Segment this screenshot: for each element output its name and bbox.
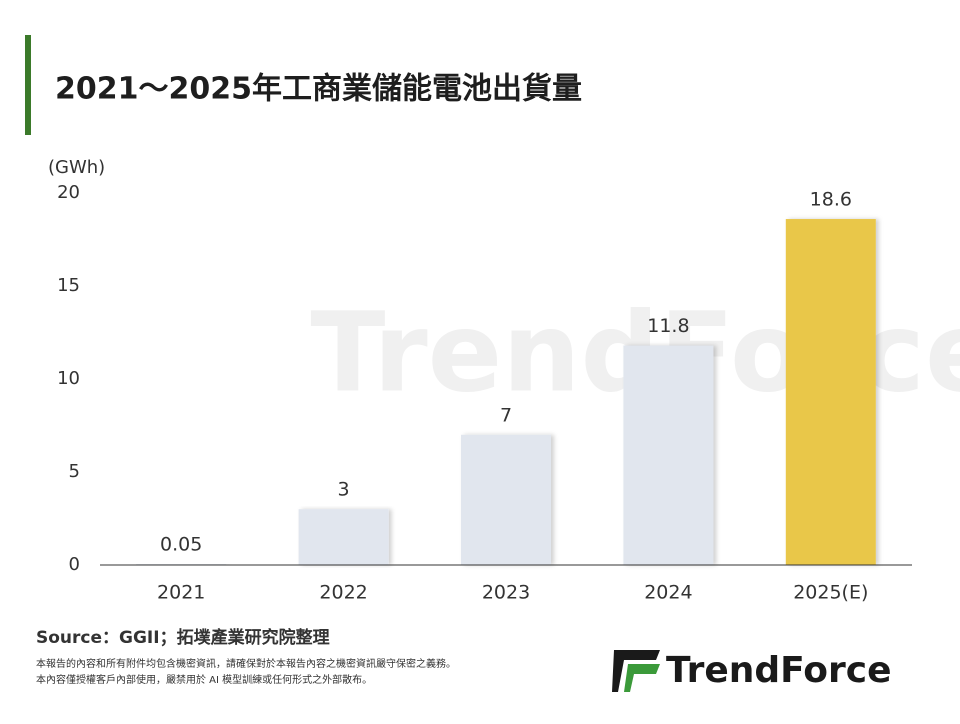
note: 本內容僅授權客戶內部使用，嚴禁用於 AI 模型訓練或任何形式之外部散布。 xyxy=(36,673,372,686)
y-tick-label: 5 xyxy=(69,461,80,482)
logo-text: TrendForce xyxy=(666,650,892,691)
y-tick-label: 20 xyxy=(57,182,80,203)
chart-title: 2021～2025年工商業儲能電池出貨量 xyxy=(55,72,582,107)
x-tick-label: 2022 xyxy=(319,582,367,604)
x-tick-label: 2023 xyxy=(482,582,530,604)
y-tick-label: 10 xyxy=(57,368,80,389)
source: Source：GGII；拓墣產業研究院整理 xyxy=(36,627,330,648)
data-label: 18.6 xyxy=(810,189,852,211)
y-axis-label: (GWh) xyxy=(48,157,105,178)
x-tick-label: 2025(E) xyxy=(793,582,868,604)
note: 本報告的內容和所有附件均包含機密資訊，請確保對於本報告內容之機密資訊嚴守保密之義… xyxy=(36,657,456,670)
bar xyxy=(461,434,551,565)
bar xyxy=(623,345,714,565)
data-label: 3 xyxy=(338,479,350,501)
plot: 0 5 10 15 20 2021 0.05 2022 3 2023 7 2024 11.8 2025(E… xyxy=(57,182,876,604)
y-tick-label: 15 xyxy=(57,275,80,296)
y-tick-label: 0 xyxy=(69,554,80,575)
logo-icon xyxy=(612,650,660,692)
data-label: 11.8 xyxy=(647,315,689,337)
data-label: 0.05 xyxy=(160,534,202,556)
data-label: 7 xyxy=(500,404,512,426)
bar xyxy=(785,219,876,566)
bar xyxy=(298,509,389,565)
x-tick-label: 2024 xyxy=(644,582,692,604)
title-accent xyxy=(25,35,31,135)
x-tick-label: 2021 xyxy=(157,582,205,604)
